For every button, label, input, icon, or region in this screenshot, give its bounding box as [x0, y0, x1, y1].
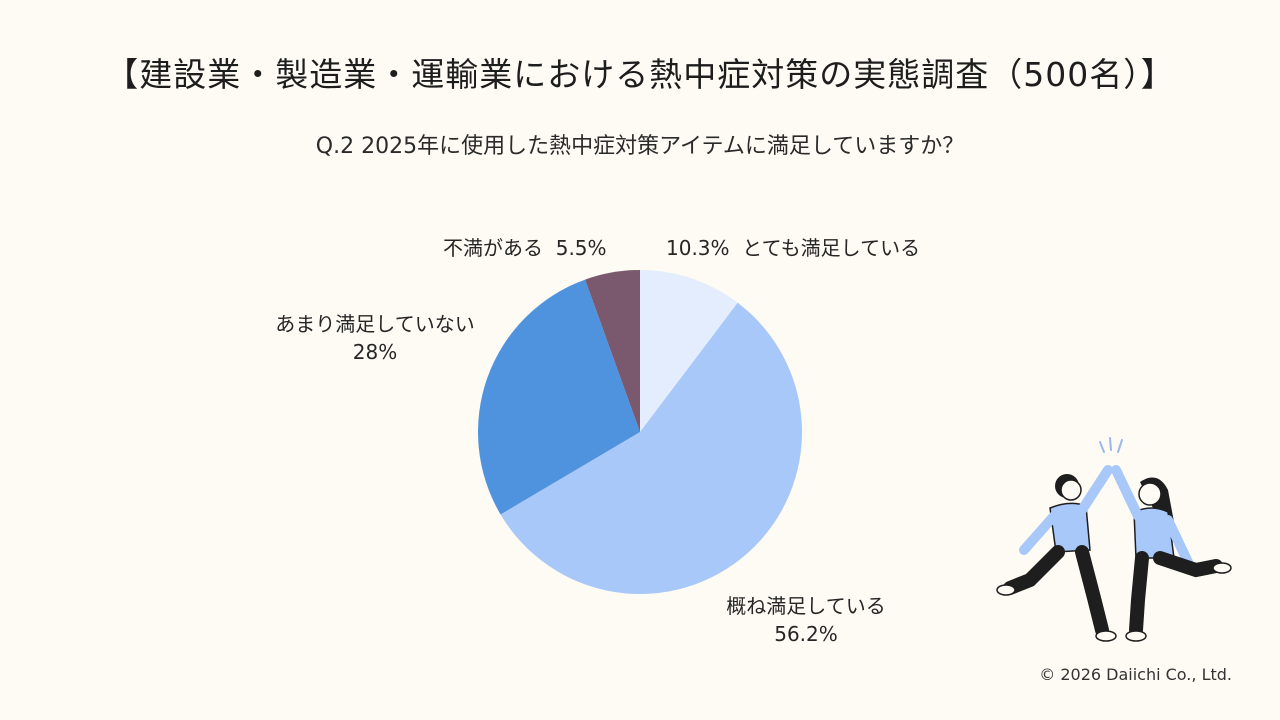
- name-dissatisfied: 不満がある: [443, 236, 543, 260]
- label-very-satisfied: 10.3% とても満足している: [666, 234, 920, 262]
- name-mostly-satisfied: 概ね満足している: [726, 594, 886, 618]
- value-very-satisfied: 10.3%: [666, 236, 730, 260]
- person-left-icon: [996, 465, 1117, 642]
- question-subtitle: Q.2 2025年に使用した熱中症対策アイテムに満足していますか？: [315, 134, 965, 159]
- value-mostly-satisfied: 56.2%: [774, 622, 838, 646]
- page-title: 【建設業・製造業・運輸業における熱中症対策の実態調査（500名）】: [105, 55, 1175, 94]
- value-not-very-satisfied: 28%: [352, 340, 398, 364]
- name-very-satisfied: とても満足している: [742, 236, 921, 260]
- name-not-very-satisfied: あまり満足していない: [275, 312, 475, 336]
- value-dissatisfied: 5.5%: [555, 236, 607, 260]
- person-right-icon: [1111, 465, 1232, 642]
- pie-slice-mostly-satisfied: [500, 302, 802, 594]
- label-dissatisfied: 不満がある 5.5%: [443, 234, 607, 262]
- pie-slice-dissatisfied: [585, 270, 640, 432]
- high-five-illustration: [996, 437, 1232, 642]
- label-mostly-satisfied: 概ね満足している 56.2%: [706, 592, 906, 648]
- sparkle-icon: [1099, 437, 1123, 453]
- pie-slice-very-satisfied: [640, 270, 738, 432]
- label-not-very-satisfied: あまり満足していない 28%: [250, 310, 500, 366]
- pie-slice-not-very-satisfied: [477, 279, 640, 515]
- copyright-text: © 2026 Daiichi Co., Ltd.: [1039, 665, 1232, 684]
